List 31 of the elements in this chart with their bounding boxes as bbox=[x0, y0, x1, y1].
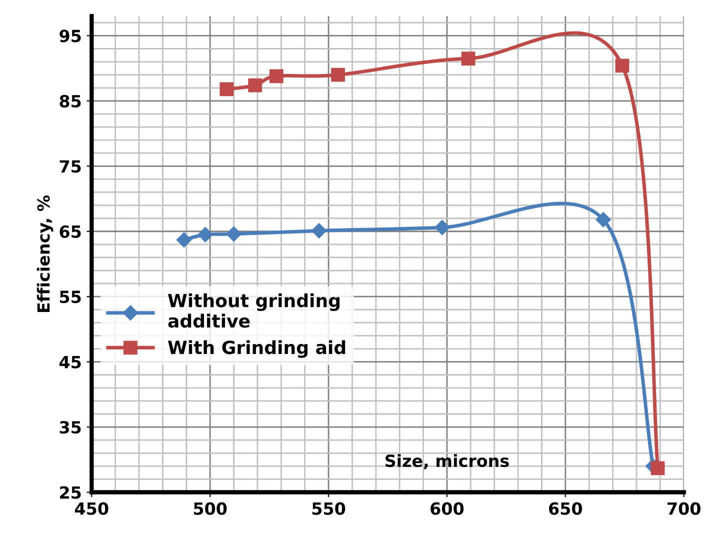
point bbox=[198, 227, 213, 242]
x-tick-label: 700 bbox=[668, 502, 700, 515]
y-tick-label: 85 bbox=[60, 94, 81, 108]
y-tick-label: 75 bbox=[60, 160, 81, 173]
y-tick-label: 55 bbox=[60, 290, 81, 304]
x-tick-label: 500 bbox=[194, 502, 227, 515]
y-tick-label: 35 bbox=[60, 421, 81, 434]
point bbox=[176, 232, 192, 248]
point bbox=[269, 69, 284, 84]
legend-label: With Grinding aid bbox=[168, 340, 346, 358]
point bbox=[461, 52, 476, 66]
x-tick-label: 650 bbox=[549, 502, 582, 515]
point bbox=[220, 82, 234, 96]
y-tick-label: 95 bbox=[60, 30, 81, 42]
x-tick-label: 600 bbox=[430, 502, 464, 515]
y-axis-title: Efficiency, % bbox=[36, 195, 54, 312]
y-tick-label: 65 bbox=[60, 225, 81, 238]
x-axis-title: Size, microns bbox=[386, 454, 509, 470]
point bbox=[650, 461, 665, 476]
point bbox=[311, 223, 327, 238]
point bbox=[248, 78, 262, 92]
point bbox=[615, 58, 630, 73]
point bbox=[331, 68, 345, 82]
y-tick-label: 25 bbox=[60, 486, 81, 499]
point bbox=[226, 226, 242, 242]
x-tick-label: 450 bbox=[75, 502, 108, 515]
point bbox=[434, 220, 450, 236]
point bbox=[596, 212, 611, 228]
y-tick-label: 45 bbox=[59, 356, 81, 368]
x-tick-label: 550 bbox=[312, 502, 346, 515]
legend-label: Without grinding additive bbox=[168, 293, 340, 328]
